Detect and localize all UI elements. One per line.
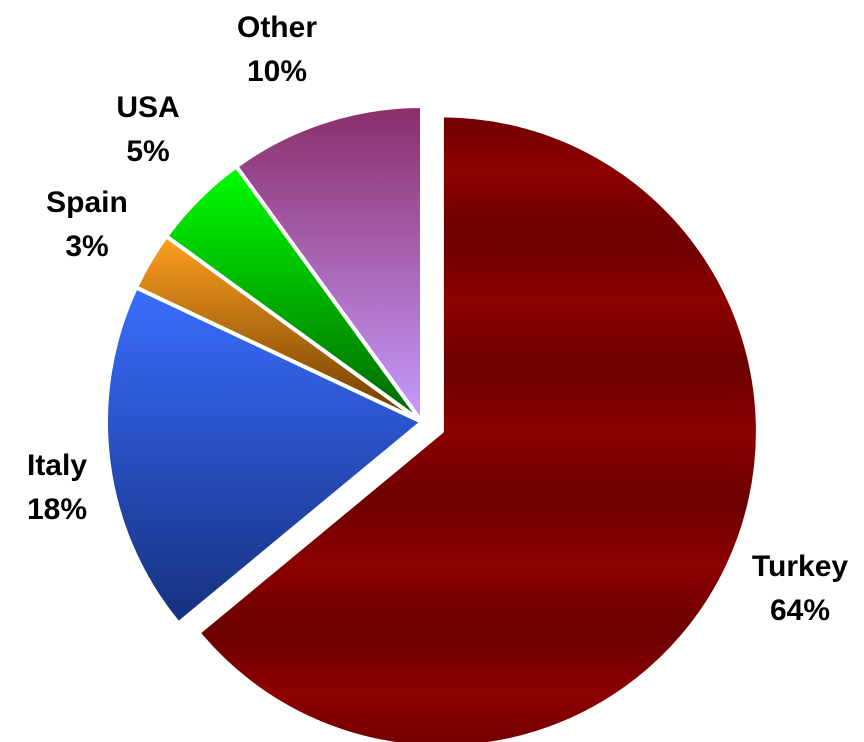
slice-percent-turkey: 64% bbox=[770, 594, 830, 627]
pie-slice-turkey bbox=[196, 113, 760, 742]
slice-percent-usa: 5% bbox=[126, 135, 169, 168]
slice-label-usa: USA bbox=[116, 91, 179, 124]
pie-slices bbox=[104, 104, 760, 742]
slice-percent-spain: 3% bbox=[65, 230, 108, 263]
slice-label-turkey: Turkey bbox=[752, 550, 848, 583]
slice-label-spain: Spain bbox=[46, 186, 128, 219]
slice-percent-other: 10% bbox=[247, 55, 307, 88]
pie-slice-other bbox=[234, 104, 424, 424]
slice-labels: Turkey 64% Italy 18% Spain 3% USA 5% Other 10% bbox=[27, 11, 848, 627]
slice-label-other: Other bbox=[237, 11, 317, 44]
slice-label-italy: Italy bbox=[27, 449, 87, 482]
pie-slice-italy bbox=[104, 285, 424, 626]
slice-percent-italy: 18% bbox=[27, 493, 87, 526]
